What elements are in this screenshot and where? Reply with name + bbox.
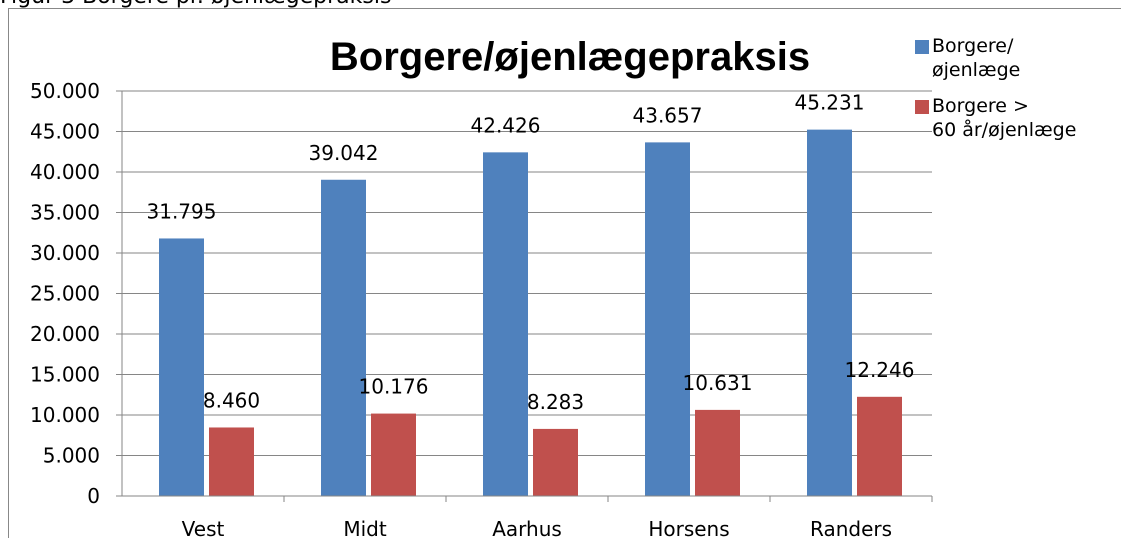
data-label: 31.795 [147,199,217,223]
data-label: 10.176 [359,375,429,399]
bar [645,142,690,496]
data-label: 39.042 [309,141,379,165]
chart-title: Borgere/øjenlægepraksis [330,35,810,79]
bar [807,129,852,496]
y-tick-label: 5.000 [43,444,100,468]
y-tick-label: 35.000 [30,201,100,225]
x-tick-label: Vest [182,517,225,538]
data-label: 8.460 [203,388,260,412]
bar [159,238,204,496]
data-label: 10.631 [683,371,753,395]
bar [695,409,740,496]
legend-label: Borgere/ øjenlæge [932,35,1021,81]
y-tick-label: 50.000 [30,79,100,103]
chart-border [8,8,1121,538]
x-tick-label: Aarhus [492,517,562,538]
legend-swatch [915,100,929,114]
bar [857,396,902,496]
bar [483,152,528,496]
y-tick-label: 15.000 [30,363,100,387]
data-label: 45.231 [795,91,865,115]
data-label: 8.283 [527,390,584,414]
y-tick-label: 20.000 [30,322,100,346]
x-tick-label: Randers [810,517,892,538]
legend-label: Borgere > 60 år/øjenlæge [932,95,1077,141]
y-tick-label: 45.000 [30,120,100,144]
y-tick-label: 30.000 [30,241,100,265]
data-label: 43.657 [633,103,703,127]
x-tick-label: Midt [343,517,387,538]
bar [533,428,578,496]
data-label: 42.426 [471,113,541,137]
legend-swatch [915,40,929,54]
bar [321,179,366,496]
y-tick-label: 0 [87,484,100,508]
x-tick-label: Horsens [648,517,729,538]
data-label: 12.246 [845,358,915,382]
bar [371,413,416,496]
y-tick-label: 25.000 [30,282,100,306]
bar [209,427,254,496]
y-tick-label: 40.000 [30,160,100,184]
caption: Figur 3 Borgere pr. øjenlægepraksis [0,0,391,9]
y-tick-label: 10.000 [30,403,100,427]
